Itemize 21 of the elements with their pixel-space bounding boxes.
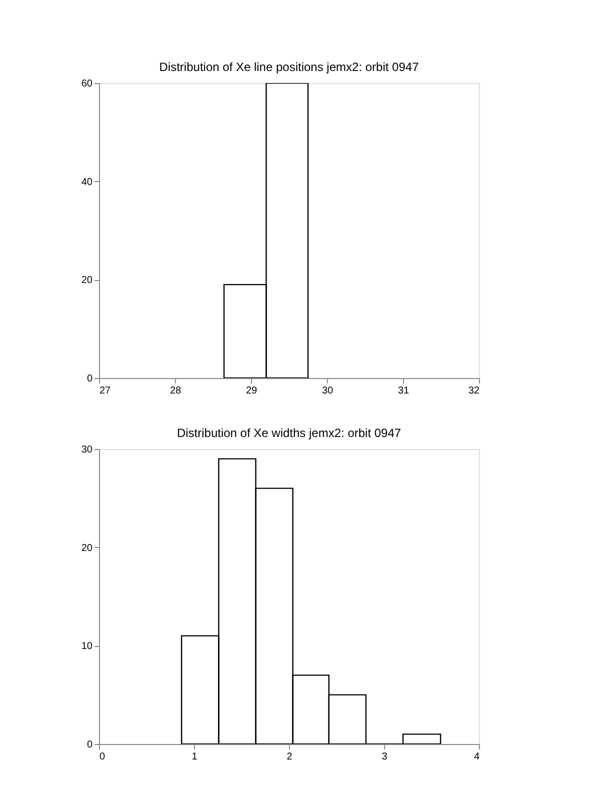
x-tick-label: 29 (246, 386, 258, 396)
x-tick-label: 32 (468, 386, 480, 396)
y-tick-label: 30 (81, 444, 93, 456)
x-tick-label: 4 (474, 752, 480, 762)
x-tick-label: 3 (382, 752, 388, 762)
y-tick-label: 20 (81, 275, 93, 286)
y-tick-label: 10 (81, 641, 93, 652)
y-tick-label: 0 (86, 374, 93, 384)
chart-title: Distribution of Xe widths jemx2: orbit 0947 (176, 426, 402, 440)
y-tick-label: 40 (81, 176, 93, 188)
x-tick-label: 27 (100, 386, 112, 396)
x-tick-label: 0 (100, 752, 106, 762)
y-tick-label: 60 (81, 78, 93, 90)
y-tick-label: 20 (81, 542, 93, 554)
x-tick-label: 1 (192, 752, 198, 762)
x-tick-label: 2 (286, 752, 293, 762)
x-tick-label: 30 (322, 386, 334, 396)
chart-title: Distribution of Xe line positions jemx2: orbit 0947 (159, 60, 420, 74)
x-tick-label: 31 (398, 386, 410, 396)
y-tick-label: 0 (86, 740, 93, 750)
x-tick-label: 28 (170, 386, 182, 396)
